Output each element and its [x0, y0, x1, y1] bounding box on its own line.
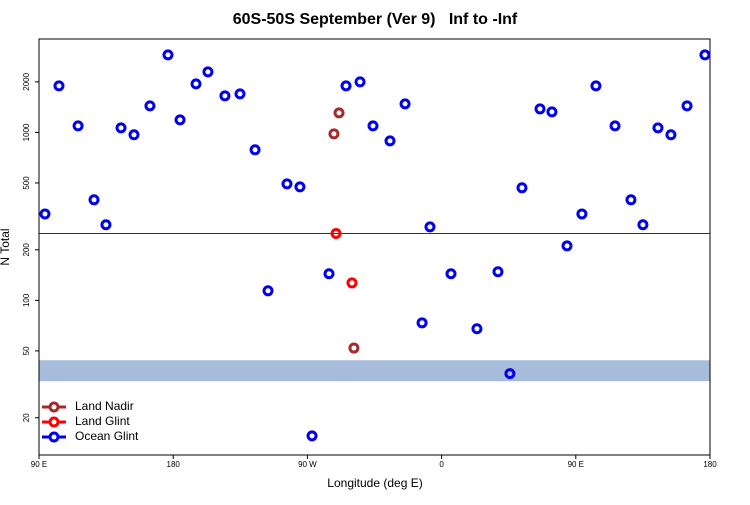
legend-marker — [48, 431, 60, 443]
point — [328, 128, 340, 140]
point — [652, 122, 664, 134]
x-tick-label: 90 E — [568, 460, 584, 469]
point — [445, 268, 457, 280]
point — [234, 88, 246, 100]
point — [625, 194, 637, 206]
point — [100, 219, 112, 231]
point — [354, 76, 366, 88]
legend-marker — [48, 401, 60, 413]
x-tick-label: 90 E — [31, 460, 47, 469]
point — [88, 194, 100, 206]
point — [399, 98, 411, 110]
x-tick-label: 180 — [703, 460, 717, 469]
point — [72, 120, 84, 132]
point — [504, 368, 516, 380]
point — [346, 277, 358, 289]
point — [128, 129, 140, 141]
point — [219, 90, 231, 102]
y-tick-label: 50 — [22, 346, 31, 355]
x-tick-label: 180 — [167, 460, 181, 469]
point — [590, 80, 602, 92]
point — [699, 49, 711, 61]
y-tick-label: 100 — [22, 293, 31, 307]
point — [281, 178, 293, 190]
legend-label: Land Glint — [75, 414, 130, 428]
x-tick-label: 90 W — [298, 460, 317, 469]
x-axis-title: Longitude (deg E) — [327, 476, 422, 490]
point — [115, 122, 127, 134]
legend-label: Ocean Glint — [75, 429, 139, 443]
point — [576, 208, 588, 220]
y-tick-label: 1000 — [22, 123, 31, 141]
point — [534, 103, 546, 115]
plot-frame — [38, 38, 711, 456]
y-axis-title: N Total — [0, 228, 12, 265]
point — [306, 430, 318, 442]
point — [39, 208, 51, 220]
point — [162, 49, 174, 61]
point — [330, 228, 342, 240]
point — [492, 266, 504, 278]
point — [665, 129, 677, 141]
point — [516, 182, 528, 194]
point — [609, 120, 621, 132]
point — [424, 221, 436, 233]
point — [53, 80, 65, 92]
point — [294, 181, 306, 193]
point — [416, 317, 428, 329]
point — [144, 100, 156, 112]
point — [384, 135, 396, 147]
legend-marker — [48, 416, 60, 428]
point — [546, 106, 558, 118]
point — [323, 268, 335, 280]
point — [561, 240, 573, 252]
legend-label: Land Nadir — [75, 399, 134, 413]
point — [681, 100, 693, 112]
point — [637, 219, 649, 231]
point — [174, 114, 186, 126]
x-tick-label: 0 — [439, 460, 444, 469]
band — [39, 360, 710, 382]
y-tick-label: 500 — [22, 176, 31, 190]
y-tick-label: 20 — [22, 413, 31, 422]
y-tick-label: 200 — [22, 243, 31, 257]
point — [249, 144, 261, 156]
point — [202, 66, 214, 78]
y-tick-label: 2000 — [22, 72, 31, 90]
point — [348, 342, 360, 354]
point — [471, 323, 483, 335]
chart-title: 60S-50S September (Ver 9) Inf to -Inf — [233, 11, 518, 28]
point — [333, 107, 345, 119]
point — [262, 285, 274, 297]
point — [340, 80, 352, 92]
point — [190, 78, 202, 90]
point — [367, 120, 379, 132]
